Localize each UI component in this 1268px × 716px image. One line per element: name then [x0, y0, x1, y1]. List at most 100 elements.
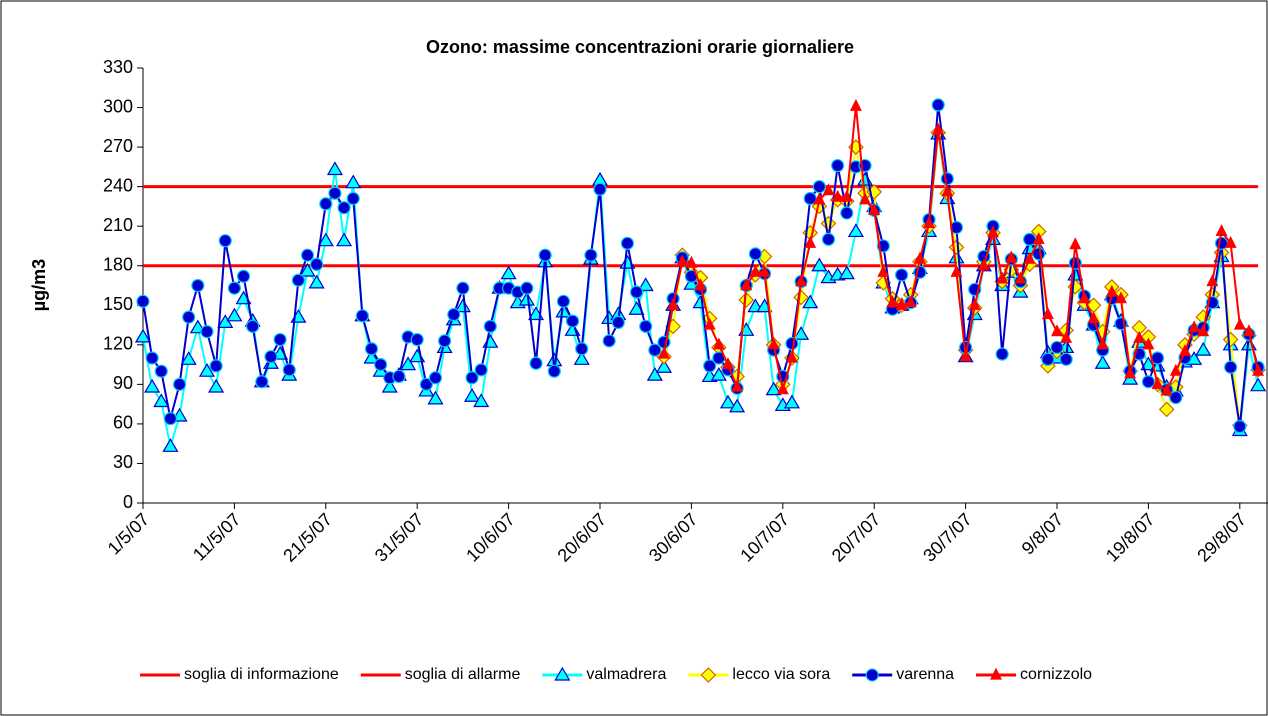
y-tick-label: 270: [103, 136, 133, 156]
point: [959, 349, 972, 362]
point: [840, 189, 853, 202]
point: [710, 366, 727, 381]
point: [646, 366, 663, 381]
point: [831, 158, 845, 173]
point: [811, 257, 828, 272]
legend-label: cornizzolo: [1020, 666, 1092, 683]
point: [456, 281, 470, 295]
point: [1178, 344, 1191, 357]
point: [802, 294, 819, 309]
point: [200, 325, 214, 339]
point: [767, 337, 780, 350]
point: [611, 315, 625, 330]
point: [996, 271, 1009, 284]
point: [685, 255, 698, 268]
point: [1124, 366, 1137, 379]
y-tick-label: 60: [113, 413, 133, 433]
point: [868, 203, 881, 215]
point: [145, 351, 159, 365]
point: [904, 295, 917, 308]
point: [153, 393, 170, 408]
point: [987, 225, 999, 238]
point: [1195, 341, 1212, 356]
point: [300, 248, 315, 262]
point: [995, 347, 1009, 361]
point: [317, 232, 334, 247]
point: [700, 667, 717, 683]
point: [1169, 390, 1183, 405]
point: [136, 294, 150, 308]
point: [838, 265, 855, 280]
point: [500, 265, 517, 280]
point: [565, 314, 580, 328]
point: [463, 388, 481, 402]
point: [1005, 250, 1018, 263]
point: [620, 236, 635, 250]
y-tick-label: 90: [113, 373, 133, 393]
point: [886, 295, 899, 308]
point: [602, 334, 616, 348]
point: [483, 319, 497, 333]
point: [931, 98, 945, 112]
point: [520, 281, 534, 295]
point: [364, 342, 379, 356]
point: [291, 273, 305, 287]
point: [319, 197, 333, 211]
legend-label: valmadrera: [586, 666, 666, 683]
point: [813, 192, 826, 205]
point: [1023, 251, 1036, 264]
point: [795, 274, 808, 287]
point: [831, 189, 844, 202]
point: [804, 235, 817, 248]
point: [740, 278, 753, 291]
point: [821, 232, 836, 246]
point: [1158, 401, 1175, 418]
point: [840, 206, 854, 220]
y-tick-label: 210: [103, 215, 133, 235]
point: [712, 337, 725, 350]
point: [820, 215, 837, 232]
point: [299, 262, 316, 277]
point: [803, 191, 817, 206]
point: [381, 378, 398, 393]
point: [198, 362, 216, 377]
point: [977, 258, 990, 271]
point: [554, 666, 571, 681]
point: [1060, 330, 1073, 343]
point: [282, 363, 296, 377]
point: [209, 359, 223, 373]
point: [1105, 284, 1118, 297]
point: [648, 343, 662, 357]
point: [694, 278, 707, 291]
point: [1078, 291, 1091, 304]
point: [337, 201, 351, 215]
point: [1233, 419, 1247, 434]
point: [1222, 331, 1239, 348]
point: [264, 350, 278, 364]
point: [731, 379, 744, 392]
point: [729, 398, 746, 413]
point: [345, 174, 362, 189]
point: [1059, 352, 1073, 366]
point: [941, 184, 954, 197]
point: [236, 269, 251, 283]
point: [1197, 324, 1210, 337]
point: [822, 183, 835, 196]
point: [438, 334, 452, 348]
point: [1087, 311, 1100, 324]
point: [226, 307, 243, 322]
point: [1242, 324, 1255, 337]
y-tick-label: 330: [103, 57, 133, 77]
point: [310, 257, 324, 272]
point: [392, 369, 406, 384]
point: [923, 216, 936, 229]
point: [657, 335, 671, 349]
chart-title: Ozono: massime concentrazioni orarie gio…: [426, 37, 854, 57]
y-tick-label: 180: [103, 254, 133, 274]
point: [703, 359, 717, 373]
point: [932, 122, 945, 135]
point: [255, 375, 269, 389]
point: [1169, 363, 1182, 376]
point: [400, 356, 417, 371]
